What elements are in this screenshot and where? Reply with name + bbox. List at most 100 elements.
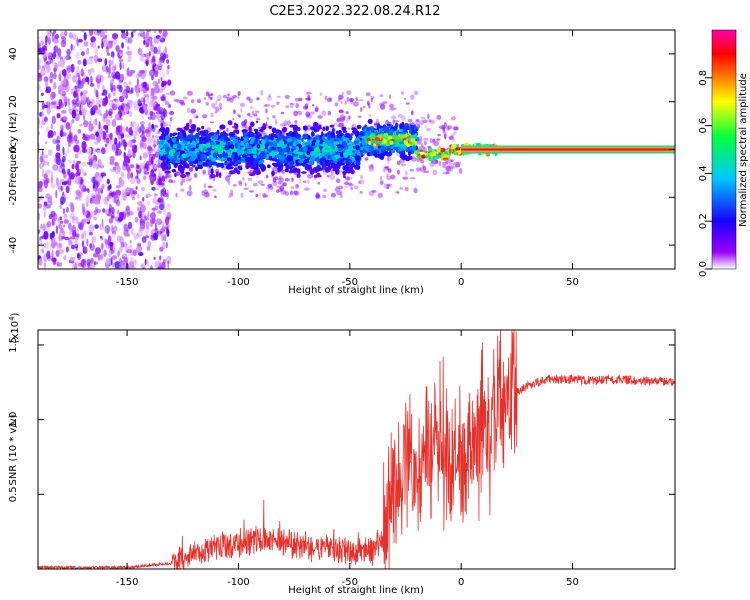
heatmap-cell xyxy=(157,210,162,214)
heatmap-cell xyxy=(318,167,323,171)
heatmap-cell xyxy=(73,144,80,153)
heatmap-cell xyxy=(152,176,157,182)
heatmap-cell xyxy=(316,135,320,140)
heatmap-cell xyxy=(55,140,61,144)
heatmap-cell xyxy=(88,30,94,36)
heatmap-cell xyxy=(158,143,164,149)
heatmap-cell xyxy=(80,68,84,77)
heatmap-cell xyxy=(264,148,268,154)
heatmap-cell xyxy=(96,74,102,79)
heatmap-cell xyxy=(159,110,163,114)
heatmap-cell xyxy=(67,142,72,147)
heatmap-cell xyxy=(428,156,432,161)
heatmap-cell xyxy=(390,149,396,154)
heatmap-cell xyxy=(99,74,104,83)
heatmap-cell xyxy=(236,142,241,150)
heatmap-cell xyxy=(293,190,298,195)
heatmap-cell xyxy=(59,196,66,204)
heatmap-cell xyxy=(310,155,316,162)
heatmap-cell xyxy=(262,192,267,199)
heatmap-cell xyxy=(280,191,286,195)
heatmap-cell xyxy=(117,250,120,258)
heatmap-cell xyxy=(57,223,63,229)
heatmap-cell xyxy=(306,124,312,131)
heatmap-cell xyxy=(377,141,383,144)
heatmap-cell xyxy=(305,111,311,118)
heatmap-cell xyxy=(38,124,43,129)
heatmap-cell xyxy=(345,111,349,114)
heatmap-cell xyxy=(242,154,247,158)
heatmap-cell xyxy=(202,141,207,144)
heatmap-cell xyxy=(75,162,80,171)
heatmap-cell xyxy=(168,158,172,164)
heatmap-cell xyxy=(352,101,359,107)
heatmap-cell xyxy=(71,225,77,234)
heatmap-cell xyxy=(350,186,353,190)
heatmap-cell xyxy=(240,157,244,163)
heatmap-cell xyxy=(284,94,290,99)
heatmap-cell xyxy=(50,101,57,106)
heatmap-cell xyxy=(362,105,366,109)
heatmap-cell xyxy=(160,112,165,121)
heatmap-cell xyxy=(151,186,156,191)
heatmap-cell xyxy=(319,92,322,96)
heatmap-cell xyxy=(179,132,183,137)
heatmap-cell xyxy=(301,137,304,142)
heatmap-cell xyxy=(92,41,97,49)
heatmap-cell xyxy=(401,91,404,95)
x-tick-label: 50 xyxy=(566,277,579,288)
heatmap-cell xyxy=(55,189,58,199)
heatmap-cell xyxy=(399,123,402,130)
heatmap-cell xyxy=(402,134,407,138)
heatmap-cell xyxy=(272,166,278,172)
heatmap-cell xyxy=(143,39,146,46)
heatmap-cell xyxy=(222,94,228,99)
heatmap-cell xyxy=(397,113,403,118)
heatmap-cell xyxy=(317,148,320,152)
heatmap-cell xyxy=(171,148,175,154)
heatmap-cell xyxy=(453,161,458,166)
heatmap-cell xyxy=(310,131,315,137)
heatmap-cell xyxy=(101,65,107,72)
heatmap-cell xyxy=(77,253,81,261)
heatmap-cell xyxy=(286,138,292,143)
heatmap-cell xyxy=(112,33,118,40)
heatmap-cell xyxy=(227,166,234,170)
heatmap-cell xyxy=(76,79,82,86)
heatmap-cell xyxy=(147,200,150,207)
y-tick-label: -20 xyxy=(8,189,19,205)
heatmap-cell xyxy=(336,124,341,127)
heatmap-cell xyxy=(215,171,219,178)
heatmap-cell xyxy=(38,59,43,64)
heatmap-cell xyxy=(154,151,160,158)
heatmap-cell xyxy=(95,118,98,126)
heatmap-cell xyxy=(81,203,85,210)
heatmap-cell xyxy=(160,220,165,226)
heatmap-cell xyxy=(84,262,88,269)
heatmap-cell xyxy=(249,140,254,145)
heatmap-cell xyxy=(79,183,85,190)
heatmap-cell xyxy=(144,258,147,266)
heatmap-cell xyxy=(276,189,280,193)
heatmap-cell xyxy=(62,90,65,95)
heatmap-cell xyxy=(112,143,117,152)
heatmap-cell xyxy=(49,201,53,206)
heatmap-cell xyxy=(203,189,209,195)
heatmap-cell xyxy=(58,90,61,95)
heatmap-cell xyxy=(379,94,384,98)
heatmap-cell xyxy=(282,137,286,143)
heatmap-cell xyxy=(164,170,171,174)
heatmap-cell xyxy=(207,169,211,176)
heatmap-cell xyxy=(66,178,72,187)
heatmap-cell xyxy=(61,167,66,175)
heatmap-cell xyxy=(47,161,50,166)
heatmap-cell xyxy=(122,62,125,70)
heatmap-cell xyxy=(46,250,51,259)
heatmap-cell xyxy=(43,179,49,189)
heatmap-cell xyxy=(210,150,215,154)
heatmap-cell xyxy=(357,115,362,119)
heatmap-cell xyxy=(235,162,239,166)
heatmap-cell xyxy=(334,145,338,152)
heatmap-cell xyxy=(75,51,80,60)
heatmap-cell xyxy=(139,155,142,161)
